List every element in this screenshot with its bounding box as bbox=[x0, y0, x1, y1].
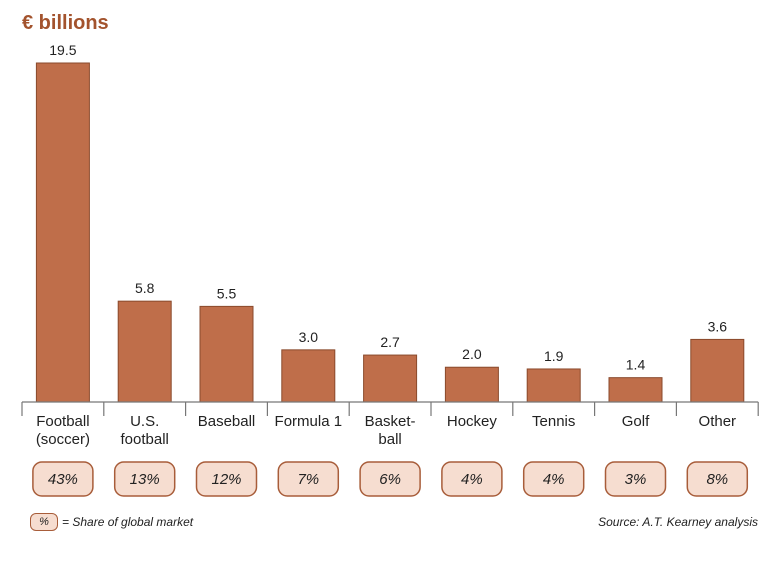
bar bbox=[526, 368, 581, 403]
category-label: Basket- bbox=[365, 413, 416, 430]
category-label: Hockey bbox=[447, 413, 498, 430]
value-label: 1.4 bbox=[626, 357, 646, 373]
bar bbox=[199, 305, 254, 403]
share-badge bbox=[604, 461, 667, 497]
bar bbox=[363, 354, 418, 403]
category-label: Other bbox=[699, 413, 737, 430]
share-label: 43% bbox=[48, 471, 78, 488]
chart-title: € billions bbox=[22, 12, 109, 34]
share-badge bbox=[359, 461, 421, 497]
share-badge bbox=[441, 461, 503, 497]
bar bbox=[444, 366, 499, 403]
share-badge bbox=[522, 461, 585, 497]
category-label: football bbox=[121, 431, 169, 448]
share-badge bbox=[113, 461, 176, 497]
bar bbox=[608, 377, 663, 403]
category-label: U.S. bbox=[130, 413, 159, 430]
value-label: 1.9 bbox=[544, 348, 564, 364]
value-label: 3.6 bbox=[708, 318, 728, 334]
value-label: 2.7 bbox=[380, 334, 400, 350]
x-axis bbox=[21, 401, 759, 416]
source-note: Source: A.T. Kearney analysis bbox=[598, 515, 758, 529]
share-badge bbox=[277, 461, 340, 497]
value-label: 3.0 bbox=[299, 329, 319, 345]
share-badge bbox=[195, 461, 258, 497]
share-label: 12% bbox=[211, 471, 241, 488]
category-label: Football bbox=[36, 413, 89, 430]
category-label: Golf bbox=[622, 413, 650, 430]
share-label: 4% bbox=[543, 471, 565, 488]
value-label: 5.5 bbox=[217, 285, 237, 301]
category-label: (soccer) bbox=[36, 431, 90, 448]
value-label: 19.5 bbox=[49, 42, 76, 58]
share-badge bbox=[32, 461, 94, 497]
share-label: 3% bbox=[625, 471, 647, 488]
legend-badge: % bbox=[30, 513, 58, 531]
bars-group bbox=[35, 62, 745, 403]
legend-text: = Share of global market bbox=[62, 515, 194, 529]
category-label: Baseball bbox=[198, 413, 256, 430]
bar bbox=[690, 338, 745, 403]
share-label: 7% bbox=[297, 471, 319, 488]
share-badges: 43% 13% 12% 7% 6% 4% 4% 3% 8% bbox=[32, 461, 749, 497]
share-label: 13% bbox=[130, 471, 160, 488]
share-badge bbox=[686, 461, 749, 497]
bar bbox=[117, 300, 172, 403]
category-label: Tennis bbox=[532, 413, 575, 430]
bar bbox=[281, 349, 336, 403]
share-label: 4% bbox=[461, 471, 483, 488]
legend: % = Share of global market bbox=[30, 513, 193, 531]
share-label: 6% bbox=[379, 471, 401, 488]
category-label: Formula 1 bbox=[275, 413, 343, 430]
labels-group: 19.5 Football(soccer) 5.8 U.S.football 5.5 Ba… bbox=[36, 42, 736, 448]
share-label: 8% bbox=[706, 471, 728, 488]
value-label: 5.8 bbox=[135, 280, 155, 296]
category-label: ball bbox=[378, 431, 401, 448]
value-label: 2.0 bbox=[462, 346, 482, 362]
bar bbox=[35, 62, 90, 403]
